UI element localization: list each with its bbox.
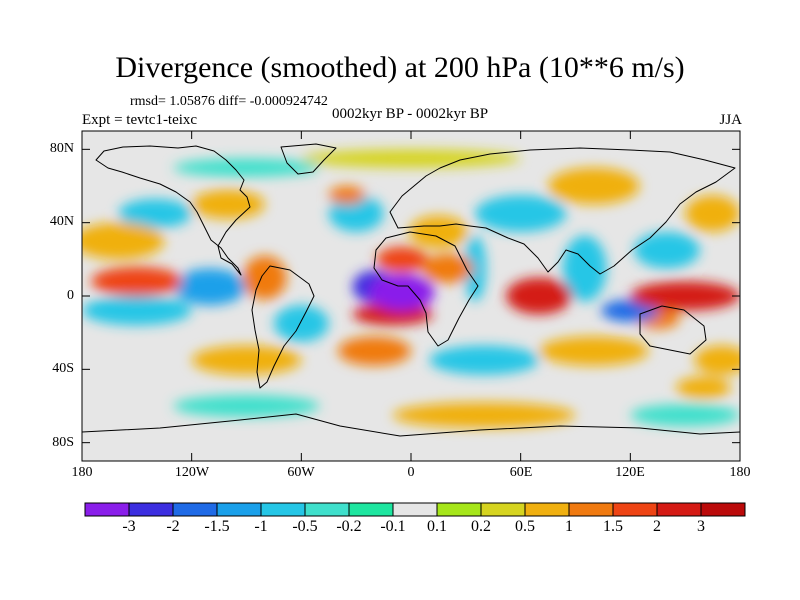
colorbar-swatch [612, 502, 658, 517]
colorbar-label: 0.1 [427, 518, 447, 535]
divergence-region [676, 376, 731, 399]
colorbar-swatch [128, 502, 174, 517]
divergence-field [82, 149, 740, 428]
colorbar-label: -2 [166, 518, 180, 535]
colorbar-label: -0.1 [380, 518, 406, 535]
statistics-text: rmsd= 1.05876 diff= -0.000924742 [130, 94, 328, 109]
colorbar-swatch [700, 502, 746, 517]
divergence-region [118, 198, 192, 229]
divergence-region [91, 266, 183, 297]
lon-label-180e: 180 [729, 465, 751, 480]
colorbar-swatch [524, 502, 570, 517]
colorbar-swatch [436, 502, 482, 517]
lat-label-40s: 40S [52, 361, 74, 376]
colorbar-swatch [172, 502, 218, 517]
coastline-south-america [251, 265, 315, 389]
period-label: 0002kyr BP - 0002kyr BP [331, 106, 489, 122]
divergence-region [685, 195, 740, 232]
divergence-region [376, 246, 428, 273]
lon-label-120w: 120W [174, 465, 210, 480]
coastline-africa [373, 231, 479, 347]
lon-label-180w: 180 [71, 465, 93, 480]
coastline-antarctica [82, 413, 740, 437]
colorbar-label: -0.2 [336, 518, 362, 535]
coastline-australia [639, 305, 707, 355]
colorbar-label: 0.5 [515, 518, 535, 535]
colorbar-label: 0.2 [471, 518, 491, 535]
colorbar-swatch [84, 502, 130, 517]
colorbar-swatch [392, 502, 438, 517]
divergence-region [562, 235, 607, 302]
colorbar-swatch [656, 502, 702, 517]
experiment-label: Expt = tevtc1-teixc [82, 112, 198, 128]
divergence-region [273, 305, 329, 342]
colorbar-label: 2 [653, 518, 661, 535]
divergence-region [191, 189, 265, 219]
divergence-region [392, 402, 576, 428]
divergence-region [429, 345, 539, 375]
colorbar-label: 3 [697, 518, 705, 535]
lon-label-60e: 60E [509, 465, 533, 480]
divergence-region [242, 255, 287, 300]
divergence-region [173, 268, 247, 306]
coastline-eurasia [389, 147, 736, 275]
divergence-region [630, 281, 740, 311]
divergence-region [421, 253, 474, 284]
divergence-region [82, 222, 165, 260]
lon-label-120e: 120E [615, 465, 645, 480]
colorbar-label: 1 [565, 518, 573, 535]
colorbar-swatch [260, 502, 306, 517]
divergence-region [337, 336, 412, 366]
colorbar-swatch [480, 502, 526, 517]
divergence-region [328, 186, 366, 205]
divergence-region [464, 235, 486, 302]
divergence-region [474, 195, 567, 232]
colorbar-label: -0.5 [292, 518, 318, 535]
divergence-region [694, 345, 740, 375]
divergence-region [173, 158, 320, 177]
divergence-region [368, 274, 435, 311]
divergence-region [301, 149, 521, 168]
divergence-region [191, 345, 302, 375]
coastline-greenland [280, 143, 337, 175]
lat-label-80n: 80N [49, 141, 74, 156]
coastlines [82, 143, 740, 437]
divergence-region [633, 231, 700, 269]
colorbar-swatch [304, 502, 350, 517]
season-label: JJA [719, 112, 742, 128]
figure-title: Divergence (smoothed) at 200 hPa (10**6 … [115, 51, 685, 84]
lat-label-0: 0 [67, 288, 74, 303]
divergence-region [538, 336, 649, 366]
colorbar-label: 1.5 [603, 518, 623, 535]
divergence-region [82, 296, 192, 326]
colorbar-label: -3 [122, 518, 136, 535]
lon-label-0: 0 [407, 465, 415, 480]
divergence-region [409, 215, 468, 249]
divergence-region [506, 277, 572, 315]
colorbar-label: -1 [254, 518, 268, 535]
lon-label-60w: 60W [287, 465, 315, 480]
divergence-region [630, 404, 740, 427]
divergence-region [548, 167, 640, 205]
colorbar-swatch [348, 502, 394, 517]
colorbar-swatch [216, 502, 262, 517]
lat-label-80s: 80S [52, 435, 74, 450]
colorbar-swatch [568, 502, 614, 517]
colorbar-label: -1.5 [204, 518, 230, 535]
lat-label-40n: 40N [49, 214, 74, 229]
coastline-north-america [95, 145, 251, 276]
divergence-region [328, 195, 384, 232]
divergence-region [173, 395, 320, 417]
